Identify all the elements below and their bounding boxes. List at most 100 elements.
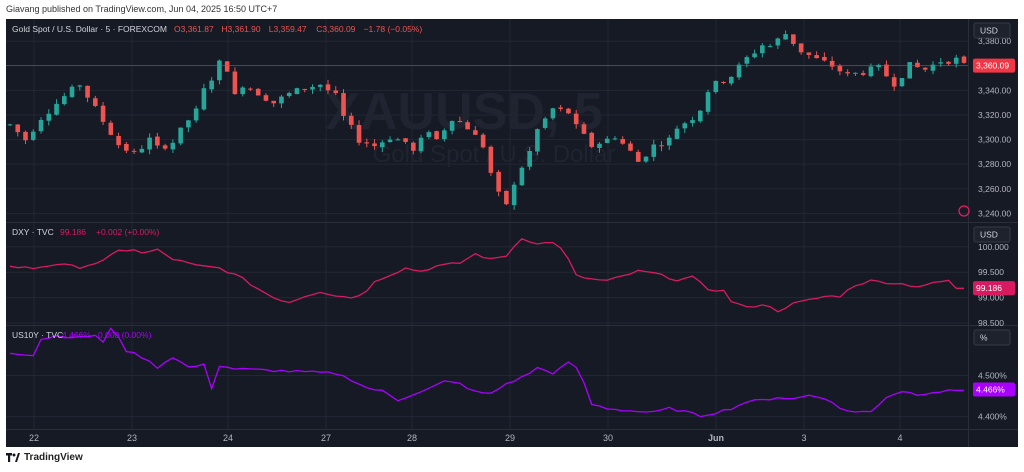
candle-body bbox=[46, 113, 52, 121]
candle-body bbox=[418, 137, 424, 152]
candle-body bbox=[30, 131, 36, 140]
candle-body bbox=[178, 127, 183, 144]
candle-body bbox=[240, 87, 245, 95]
candle-body bbox=[224, 61, 230, 72]
candle-body bbox=[341, 93, 346, 116]
y-tick-label: 3,240.00 bbox=[978, 208, 1011, 218]
candle-body bbox=[449, 120, 455, 131]
candle-body bbox=[767, 46, 773, 48]
candle-body bbox=[721, 81, 726, 83]
candle-body bbox=[263, 95, 269, 101]
candle-body bbox=[457, 121, 463, 123]
y-tick-label: 98.500 bbox=[978, 318, 1004, 328]
candle-body bbox=[255, 88, 261, 96]
candle-body bbox=[643, 156, 649, 162]
candle-body bbox=[302, 88, 308, 90]
candle-body bbox=[77, 85, 83, 87]
candle-body bbox=[434, 131, 439, 140]
candle-body bbox=[829, 60, 835, 67]
candle-body bbox=[682, 123, 688, 129]
candle-body bbox=[961, 56, 967, 63]
tradingview-logo-icon bbox=[6, 453, 20, 462]
candle-body bbox=[938, 62, 944, 64]
last-value-badge bbox=[973, 281, 1015, 296]
candle-body bbox=[899, 77, 905, 87]
y-tick-label: 3,340.00 bbox=[978, 85, 1011, 95]
candle-body bbox=[387, 139, 393, 142]
candle-body bbox=[744, 57, 750, 64]
candle-body bbox=[93, 98, 98, 106]
candle-body bbox=[426, 132, 432, 137]
candle-body bbox=[519, 167, 525, 186]
x-tick-label: 3 bbox=[801, 433, 806, 443]
candle-body bbox=[473, 130, 478, 135]
watermark-symbol: XAUUSD, 5 bbox=[325, 83, 602, 141]
candle-body bbox=[566, 108, 571, 114]
unit-box bbox=[973, 329, 1011, 346]
candle-body bbox=[364, 142, 370, 144]
x-tick-label: 30 bbox=[603, 433, 613, 443]
candle-body bbox=[884, 64, 889, 77]
candle-body bbox=[395, 139, 401, 141]
candle-body bbox=[162, 145, 168, 149]
y-tick-label: 3,320.00 bbox=[978, 110, 1011, 120]
candle-body bbox=[690, 120, 695, 124]
y-tick-label: 100.000 bbox=[978, 242, 1009, 252]
candle-body bbox=[38, 119, 44, 132]
last-value-label: 4.466% bbox=[976, 384, 1005, 394]
candle-body bbox=[504, 190, 509, 205]
candle-body bbox=[147, 137, 152, 150]
candle-body bbox=[791, 34, 796, 44]
candle-body bbox=[922, 67, 928, 70]
candle-body bbox=[100, 105, 106, 122]
x-tick-label: 22 bbox=[29, 433, 39, 443]
candle-body bbox=[736, 64, 742, 78]
last-value-label: 99.186 bbox=[976, 283, 1002, 293]
candle-body bbox=[752, 53, 757, 58]
candle-body bbox=[108, 122, 114, 135]
candle-body bbox=[713, 80, 719, 93]
x-tick-label: 24 bbox=[223, 433, 233, 443]
last-price-badge bbox=[973, 58, 1015, 73]
candle-body bbox=[946, 61, 951, 64]
candle-body bbox=[85, 85, 90, 98]
y-tick-label: 3,280.00 bbox=[978, 159, 1011, 169]
candle-body bbox=[868, 66, 874, 77]
candle-body bbox=[860, 73, 866, 75]
candle-body bbox=[23, 131, 28, 141]
x-tick-label: 23 bbox=[127, 433, 137, 443]
last-value-badge bbox=[973, 382, 1015, 397]
x-tick-label: 4 bbox=[897, 433, 902, 443]
candle-body bbox=[442, 130, 447, 140]
candle-body bbox=[697, 110, 703, 122]
legend-ohlc-value: −1.78 (−0.05%) bbox=[364, 24, 423, 34]
dxy-series-line bbox=[9, 238, 964, 313]
candle-body bbox=[317, 84, 323, 87]
y-tick-label: 4.500% bbox=[978, 370, 1007, 380]
candle-body bbox=[379, 142, 385, 148]
candle-body bbox=[193, 108, 199, 121]
y-tick-label: 99.500 bbox=[978, 267, 1004, 277]
y-tick-label: 3,380.00 bbox=[978, 36, 1011, 46]
candle-body bbox=[806, 52, 812, 55]
candle-body bbox=[814, 55, 819, 59]
time-axis-background bbox=[6, 429, 1018, 447]
last-price-label: 3,360.09 bbox=[976, 61, 1009, 71]
candle-body bbox=[822, 56, 827, 61]
candle-body bbox=[635, 151, 641, 162]
candle-body bbox=[124, 144, 129, 151]
candle-body bbox=[294, 88, 300, 95]
candle-body bbox=[651, 144, 657, 157]
candle-body bbox=[356, 125, 362, 143]
legend-value: 4.466% bbox=[62, 330, 91, 340]
candle-body bbox=[760, 45, 765, 54]
chart-frame[interactable]: XAUUSD, 5 Gold Spot / U.S. Dollar 22 23 24 2… bbox=[6, 19, 1018, 447]
legend-title: DXY · TVC bbox=[12, 227, 54, 237]
candle-body bbox=[907, 62, 913, 79]
candle-body bbox=[775, 38, 781, 46]
candle-body bbox=[550, 108, 556, 119]
legend-title: Gold Spot / U.S. Dollar · 5 · FOREXCOM bbox=[12, 24, 167, 34]
candle-body bbox=[597, 143, 602, 148]
candle-body bbox=[953, 57, 959, 64]
